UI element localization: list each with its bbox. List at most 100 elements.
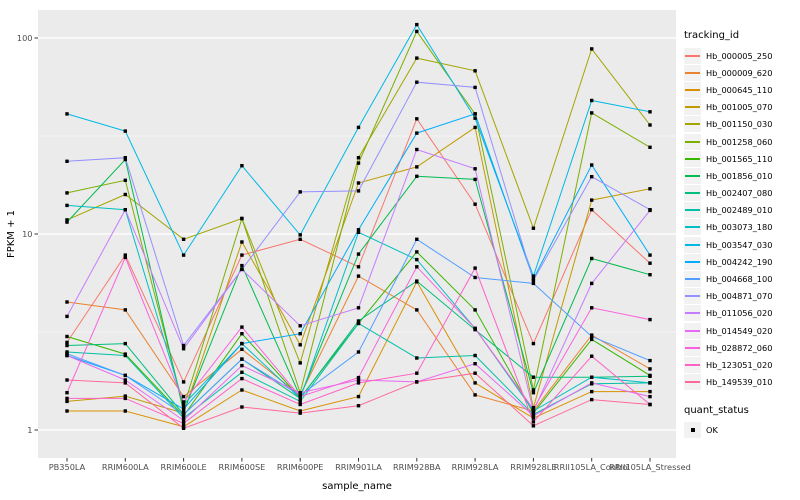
data-point <box>123 308 127 312</box>
data-point <box>356 252 361 256</box>
data-point <box>648 208 652 213</box>
data-point <box>356 265 361 269</box>
data-point <box>123 129 127 133</box>
data-point <box>356 378 361 382</box>
data-point <box>298 391 302 395</box>
data-point <box>65 159 69 163</box>
series-color-line-icon <box>685 106 700 109</box>
data-point <box>590 381 594 385</box>
data-point <box>65 191 69 195</box>
series-color-line-icon <box>685 209 700 212</box>
legend-item-Hb_003547_030: Hb_003547_030 <box>684 236 798 253</box>
data-point <box>181 253 186 257</box>
data-point <box>181 412 186 417</box>
x-tick-label: RRIM901LA <box>335 462 382 472</box>
data-point <box>65 396 69 401</box>
data-point <box>415 22 419 27</box>
data-point <box>415 265 419 269</box>
data-point <box>648 367 652 371</box>
legend-item-Hb_000645_110: Hb_000645_110 <box>684 81 798 98</box>
x-tick-label: RRIM600LA <box>102 462 149 472</box>
x-tick-label: PB350LA <box>49 462 86 472</box>
data-point <box>415 117 419 121</box>
legend-item-Hb_001856_010: Hb_001856_010 <box>684 167 798 184</box>
data-point <box>240 325 244 329</box>
data-point <box>590 337 594 342</box>
data-point <box>648 253 652 257</box>
legend-item-label: Hb_001258_060 <box>706 136 773 147</box>
data-point <box>356 161 361 165</box>
legend-title-quant-status: quant_status <box>684 404 749 416</box>
data-point <box>415 147 419 152</box>
data-point <box>123 157 127 162</box>
legend-item-Hb_003073_180: Hb_003073_180 <box>684 219 798 236</box>
data-point <box>123 378 127 382</box>
data-point <box>65 314 69 319</box>
data-point <box>65 399 69 404</box>
data-point <box>648 261 652 265</box>
data-point <box>648 123 652 127</box>
legend-item-label: Hb_003073_180 <box>706 222 773 233</box>
legend-key <box>684 116 701 133</box>
legend-item-label: Hb_149539_010 <box>706 377 773 388</box>
data-point <box>65 352 69 356</box>
data-point <box>473 371 477 375</box>
data-point <box>356 319 361 323</box>
legend-item-label: Hb_123051_020 <box>706 359 773 370</box>
legend-key <box>684 219 701 236</box>
data-point <box>240 347 244 351</box>
data-point <box>123 253 127 257</box>
data-point <box>415 257 419 262</box>
legend-item-Hb_004871_070: Hb_004871_070 <box>684 288 798 305</box>
data-point <box>590 208 594 212</box>
legend-item-label: Hb_001005_070 <box>706 102 773 113</box>
data-point <box>531 391 536 395</box>
data-point <box>123 394 127 398</box>
data-point <box>65 203 69 208</box>
data-point <box>473 393 477 397</box>
data-point <box>590 111 594 115</box>
data-point <box>181 347 186 351</box>
legend-key <box>684 288 701 305</box>
legend-item-label: Hb_000005_250 <box>706 50 773 61</box>
data-point <box>415 237 419 241</box>
data-point <box>648 381 652 385</box>
legend-item-label: Hb_001150_030 <box>706 119 773 130</box>
legend-item-Hb_011056_020: Hb_011056_020 <box>684 305 798 322</box>
data-point <box>298 411 302 415</box>
data-point <box>415 131 419 135</box>
data-point <box>531 407 536 411</box>
data-point <box>531 416 536 420</box>
data-point <box>356 228 361 232</box>
series-color-line-icon <box>685 140 700 143</box>
legend-key <box>684 322 701 339</box>
data-point <box>240 405 244 409</box>
data-point <box>181 394 186 399</box>
legend-key <box>684 305 701 322</box>
series-color-line-icon <box>685 192 700 195</box>
data-point <box>298 343 302 347</box>
data-point <box>531 278 536 283</box>
series-color-line-icon <box>685 260 700 263</box>
series-color-line-icon <box>685 123 700 126</box>
legend-item-Hb_004242_190: Hb_004242_190 <box>684 253 798 270</box>
y-tick-label: 10 <box>22 229 32 239</box>
series-color-line-icon <box>685 363 700 366</box>
legend-item-label: Hb_004871_070 <box>706 291 773 302</box>
data-point <box>590 163 594 167</box>
y-tick-label: 1 <box>27 425 32 435</box>
data-point <box>123 373 127 378</box>
legend-key <box>684 271 701 288</box>
series-color-line-icon <box>685 243 700 246</box>
data-point <box>590 256 594 261</box>
legend-item-Hb_001005_070: Hb_001005_070 <box>684 99 798 116</box>
data-point <box>473 167 477 171</box>
data-point <box>531 388 536 392</box>
data-point <box>415 80 419 84</box>
data-point <box>473 125 477 130</box>
series-color-line-icon <box>685 346 700 349</box>
series-color-line-icon <box>685 157 700 160</box>
data-point <box>590 198 594 202</box>
legend-key <box>684 356 701 373</box>
data-point <box>648 358 652 363</box>
